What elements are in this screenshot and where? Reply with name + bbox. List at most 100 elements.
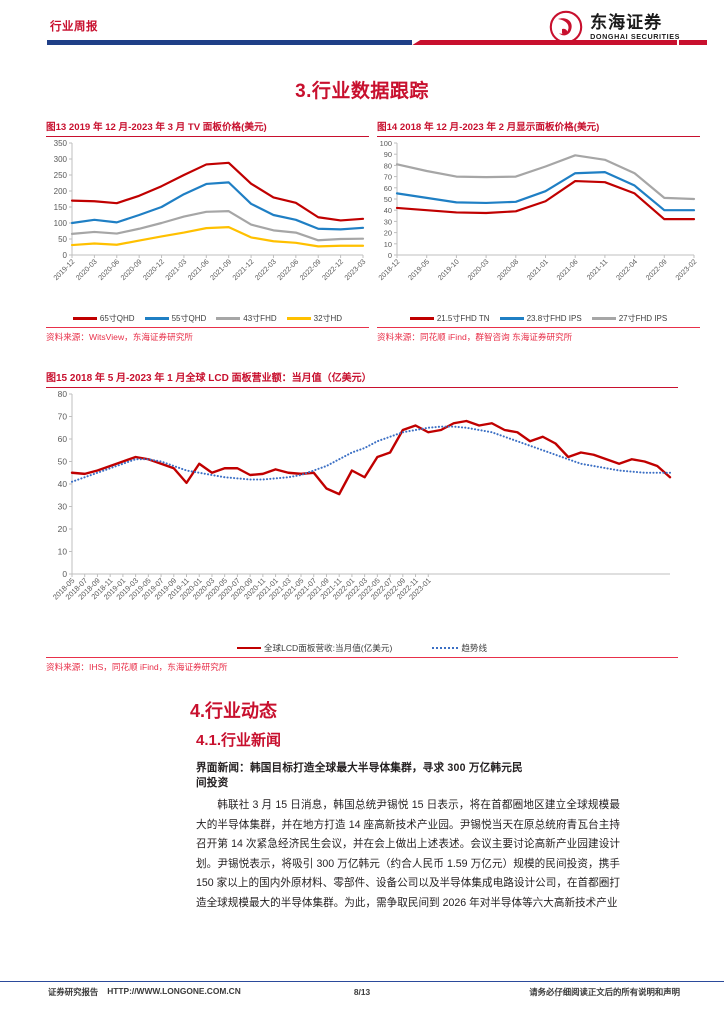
legend-label: 全球LCD面板营收:当月值(亿美元) — [263, 643, 393, 653]
legend-item: 32寸HD — [286, 313, 343, 324]
svg-text:2023-02: 2023-02 — [673, 257, 698, 282]
svg-text:50: 50 — [58, 457, 68, 467]
svg-text:80: 80 — [384, 161, 392, 170]
svg-text:10: 10 — [384, 240, 392, 249]
svg-text:2020-06: 2020-06 — [96, 257, 121, 282]
figure-15-card: 图15 2018 年 5 月-2023 年 1 月全球 LCD 面板营业额：当月… — [46, 369, 678, 673]
svg-text:2019-10: 2019-10 — [436, 257, 461, 282]
legend-swatch-icon — [499, 317, 524, 320]
svg-text:10: 10 — [58, 547, 68, 557]
svg-text:50: 50 — [58, 235, 67, 244]
figure-15-plot: 0 10 20 30 40 50 60 70 80 2018-05 2018-07 2018-09 20… — [46, 388, 678, 641]
svg-text:2019-05: 2019-05 — [406, 257, 431, 282]
figure-13-plot: 0 50 100 150 200 250 300 350 2019-12 2020-03 2020-… — [46, 137, 369, 312]
legend-label: 23.8寸FHD IPS — [526, 314, 582, 323]
svg-text:30: 30 — [384, 217, 392, 226]
svg-text:60: 60 — [384, 184, 392, 193]
legend-label: 65寸QHD — [99, 314, 135, 323]
legend-item: 65寸QHD — [72, 313, 135, 324]
svg-text:350: 350 — [54, 139, 68, 148]
svg-text:90: 90 — [384, 150, 392, 159]
figure-13-source: 资料来源：WitsView，东海证券研究所 — [46, 327, 369, 343]
figure-15-source: 资料来源：IHS，同花顺 iFind，东海证券研究所 — [46, 657, 678, 673]
header-divider-rule — [47, 40, 707, 45]
svg-text:2020-03: 2020-03 — [465, 257, 490, 282]
legend-item: 全球LCD面板营收:当月值(亿美元) — [236, 642, 393, 654]
svg-text:150: 150 — [54, 203, 68, 212]
svg-text:2020-08: 2020-08 — [495, 257, 520, 282]
legend-swatch-icon — [144, 317, 169, 320]
figure-14-title: 图14 2018 年 12 月-2023 年 2 月显示面板价格(美元) — [377, 119, 700, 137]
svg-text:2021-09: 2021-09 — [208, 257, 233, 282]
svg-text:2022-06: 2022-06 — [275, 257, 300, 282]
svg-text:200: 200 — [54, 187, 68, 196]
svg-text:0: 0 — [62, 569, 67, 579]
svg-text:2018-12: 2018-12 — [377, 257, 401, 282]
legend-label: 32寸HD — [313, 314, 343, 323]
news-paragraph: 韩联社 3 月 15 日消息，韩国总统尹锡悦 15 日表示，将在首都圈地区建立全… — [196, 799, 620, 909]
svg-text:100: 100 — [380, 139, 392, 148]
svg-text:2023-03: 2023-03 — [342, 257, 367, 282]
figure-14-card: 图14 2018 年 12 月-2023 年 2 月显示面板价格(美元) 0 10… — [376, 119, 700, 343]
legend-item: 43寸FHD — [216, 313, 277, 324]
charts-row-top: 图13 2019 年 12 月-2023 年 3 月 TV 面板价格(美元) 0… — [0, 119, 724, 343]
figure-15-title: 图15 2018 年 5 月-2023 年 1 月全球 LCD 面板营业额：当月… — [46, 369, 678, 388]
section-title-industry-dynamics: 4.行业动态 — [190, 701, 278, 721]
legend-item: 21.5寸FHD TN — [409, 313, 490, 324]
svg-text:70: 70 — [58, 412, 68, 422]
legend-label: 43寸FHD — [243, 314, 277, 323]
svg-text:20: 20 — [58, 524, 68, 534]
report-category-label: 行业周报 — [50, 21, 98, 33]
footer-url[interactable]: HTTP://WWW.LONGONE.COM.CN — [107, 986, 241, 996]
svg-text:2020-12: 2020-12 — [141, 257, 166, 282]
svg-text:2019-12: 2019-12 — [51, 257, 76, 282]
legend-item: 27寸FHD IPS — [591, 313, 668, 324]
svg-text:2022-09: 2022-09 — [298, 257, 323, 282]
legend-item: 趋势线 — [432, 642, 487, 654]
legend-label: 27寸FHD IPS — [618, 314, 668, 323]
section-title-data-tracking: 3.行业数据跟踪 — [295, 81, 429, 102]
svg-text:50: 50 — [384, 195, 392, 204]
footer-disclaimer: 请务必仔细阅读正文后的所有说明和声明 — [529, 987, 680, 997]
svg-text:300: 300 — [54, 155, 68, 164]
figure-14-plot: 0 10 20 30 40 50 60 70 80 90 100 2018-12 2019-05 2019… — [376, 137, 700, 312]
svg-text:2022-12: 2022-12 — [320, 257, 345, 282]
legend-swatch-icon — [591, 317, 616, 320]
svg-text:100: 100 — [54, 219, 68, 228]
svg-text:70: 70 — [384, 173, 392, 182]
legend-item: 55寸QHD — [144, 313, 207, 324]
legend-swatch-icon — [72, 317, 97, 320]
figure-14-legend: 21.5寸FHD TN 23.8寸FHD IPS 27寸FHD IPS — [377, 313, 700, 327]
page-footer: 证券研究报告 HTTP://WWW.LONGONE.COM.CN 8/13 请务… — [0, 981, 724, 998]
figure-13-legend: 65寸QHD 55寸QHD 43寸FHD 32寸HD — [46, 313, 369, 327]
svg-text:60: 60 — [58, 434, 68, 444]
svg-text:2021-06: 2021-06 — [555, 257, 580, 282]
legend-swatch-icon — [216, 317, 241, 320]
logo-name-en: DONGHAI SECURITIES — [590, 31, 680, 41]
legend-label: 55寸QHD — [171, 314, 207, 323]
company-logo: 东海证券 DONGHAI SECURITIES — [549, 10, 680, 44]
svg-text:2021-12: 2021-12 — [230, 257, 255, 282]
footer-report-type: 证券研究报告 — [48, 987, 99, 997]
figure-13-title: 图13 2019 年 12 月-2023 年 3 月 TV 面板价格(美元) — [46, 119, 369, 137]
figure-15-legend: 全球LCD面板营收:当月值(亿美元) 趋势线 — [46, 642, 678, 657]
svg-text:20: 20 — [384, 229, 392, 238]
legend-label: 21.5寸FHD TN — [436, 314, 490, 323]
news-headline: 界面新闻：韩国目标打造全球最大半导体集群，寻求 300 万亿韩元民间投资 — [196, 762, 523, 789]
svg-text:30: 30 — [58, 502, 68, 512]
donghai-logo-icon — [549, 10, 583, 44]
svg-text:0: 0 — [388, 251, 392, 260]
svg-text:2021-01: 2021-01 — [525, 257, 550, 282]
svg-text:80: 80 — [58, 389, 68, 399]
svg-text:250: 250 — [54, 171, 68, 180]
svg-text:2020-09: 2020-09 — [119, 257, 144, 282]
legend-swatch-icon — [409, 317, 434, 320]
section-title-industry-news: 4.1.行业新闻 — [196, 732, 282, 749]
logo-name-cn: 东海证券 — [590, 12, 663, 32]
charts-row-bottom: 图15 2018 年 5 月-2023 年 1 月全球 LCD 面板营业额：当月… — [0, 369, 724, 673]
page-header: 行业周报 东海证券 DONGHAI SECURITIES — [0, 0, 724, 62]
svg-text:40: 40 — [58, 479, 68, 489]
svg-text:2020-03: 2020-03 — [74, 257, 99, 282]
legend-item: 23.8寸FHD IPS — [499, 313, 582, 324]
footer-page-number: 8/13 — [353, 987, 371, 997]
